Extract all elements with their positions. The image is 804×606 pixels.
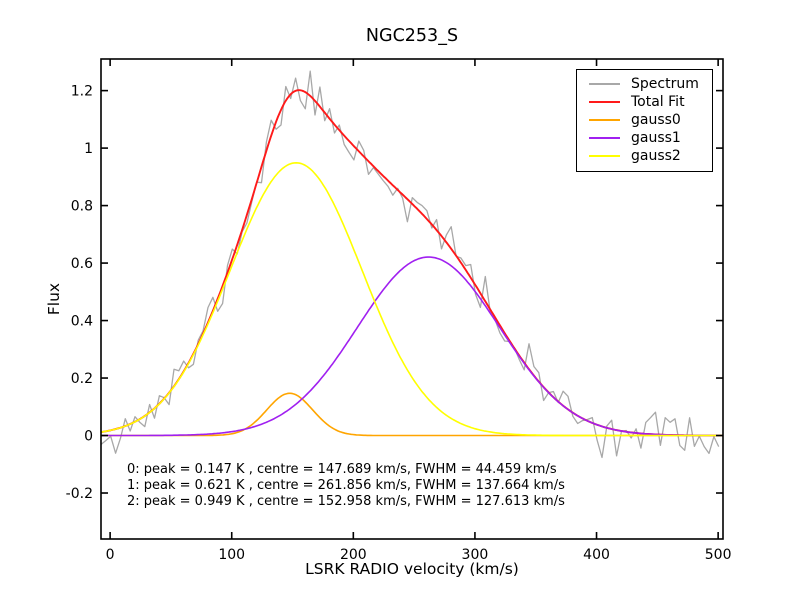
legend-label: gauss2 xyxy=(631,148,681,164)
series-spectrum xyxy=(101,70,720,459)
legend-item-gauss2: gauss2 xyxy=(577,147,712,165)
legend-item-spectrum: Spectrum xyxy=(577,75,712,93)
legend-item-gauss0: gauss0 xyxy=(577,111,712,129)
y-tick-label: 0.6 xyxy=(71,256,93,272)
series-gauss0 xyxy=(101,392,723,437)
legend-item-gauss1: gauss1 xyxy=(577,129,712,147)
legend-label: Spectrum xyxy=(631,76,699,92)
legend-line-sample-spectrum xyxy=(589,83,620,85)
x-tick-label: 200 xyxy=(340,547,367,563)
fit-result-line-2: 2: peak = 0.949 K , centre = 152.958 km/… xyxy=(127,494,565,510)
y-tick-label: 0.8 xyxy=(71,199,93,215)
series-gauss2 xyxy=(101,162,723,437)
legend-item-total-fit: Total Fit xyxy=(577,93,712,111)
y-tick-label: 1 xyxy=(84,141,93,157)
x-axis-label: LSRK RADIO velocity (km/s) xyxy=(305,560,519,578)
fit-result-line-0: 0: peak = 0.147 K , centre = 147.689 km/… xyxy=(127,462,557,477)
legend-label: gauss0 xyxy=(631,112,681,128)
y-tick-label: 0 xyxy=(84,429,93,445)
y-tick-label: 1.2 xyxy=(71,84,93,100)
y-tick-label: -0.2 xyxy=(66,486,93,502)
legend-line-sample-gauss2 xyxy=(589,155,620,157)
x-tick-label: 300 xyxy=(462,547,489,563)
legend: Spectrum Total Fit gauss0 gauss1 gauss2 xyxy=(576,69,713,172)
x-tick-label: 100 xyxy=(218,547,245,563)
x-tick-label: 0 xyxy=(106,547,115,563)
x-tick-label: 500 xyxy=(705,547,732,563)
y-axis-label: Flux xyxy=(45,282,63,316)
legend-line-sample-gauss0 xyxy=(589,119,620,121)
fit-result-line-1: 1: peak = 0.621 K , centre = 261.856 km/… xyxy=(127,478,565,494)
fit-results-annotation: 0: peak = 0.147 K , centre = 147.689 km/… xyxy=(127,462,565,511)
legend-label: Total Fit xyxy=(631,94,685,110)
y-tick-label: 0.2 xyxy=(71,371,93,387)
legend-line-sample-gauss1 xyxy=(589,137,620,139)
series-gauss1 xyxy=(101,256,723,437)
axes-frame xyxy=(100,58,724,540)
chart-title: NGC253_S xyxy=(365,26,459,46)
legend-line-sample-total-fit xyxy=(589,101,620,103)
y-tick-label: 0.4 xyxy=(71,314,93,330)
legend-label: gauss1 xyxy=(631,130,681,146)
x-tick-label: 400 xyxy=(583,547,610,563)
